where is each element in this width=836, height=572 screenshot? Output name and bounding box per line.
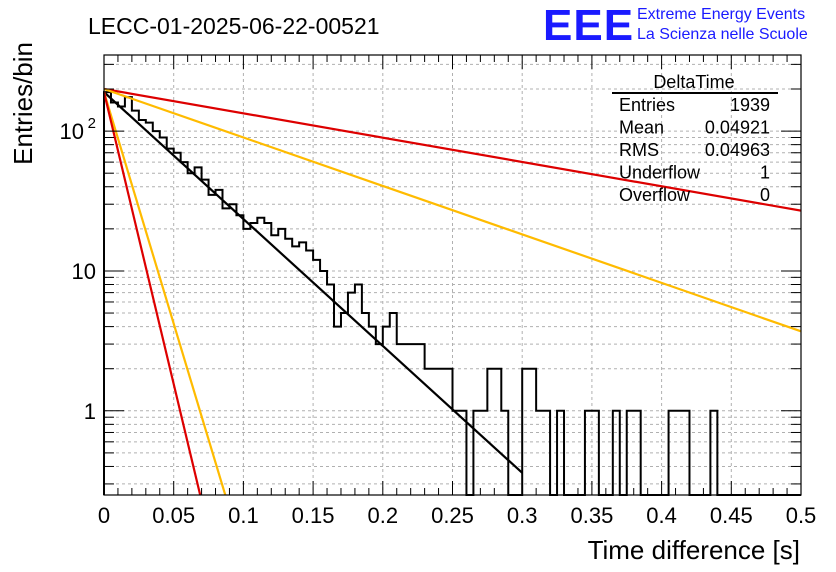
logo-line2: La Scienza nelle Scuole xyxy=(637,26,808,43)
histogram xyxy=(103,91,801,496)
y-axis-label: Entries/bin xyxy=(8,42,38,165)
x-tick-label: 0.35 xyxy=(570,503,613,528)
stats-value: 0.04963 xyxy=(705,140,770,160)
stats-value: 0.04921 xyxy=(705,118,770,138)
x-tick-label: 0.5 xyxy=(786,503,817,528)
y-tick-label: 1 xyxy=(84,399,96,424)
eee-logo: EEE Extreme Energy Events La Scienza nel… xyxy=(543,1,808,50)
stats-value: 1939 xyxy=(730,95,770,115)
stats-label: RMS xyxy=(619,140,659,160)
x-tick-label: 0 xyxy=(98,503,110,528)
y-tick-label-exponent: 2 xyxy=(88,115,96,132)
x-tick-label: 0.05 xyxy=(152,503,195,528)
stats-value: 1 xyxy=(760,163,770,183)
x-axis-label: Time difference [s] xyxy=(588,535,800,565)
stats-value: 0 xyxy=(760,185,770,205)
stats-label: Overflow xyxy=(619,185,691,205)
grid xyxy=(104,55,801,495)
fit-line xyxy=(104,87,801,212)
x-tick-label: 0.2 xyxy=(368,503,399,528)
axes: 0 0.05 0.1 0.15 0.2 0.25 0.3 0.35 0.4 0.45 0.51101… xyxy=(60,54,817,528)
fit-line xyxy=(104,91,523,474)
fit-lines xyxy=(104,87,801,495)
stats-label: Underflow xyxy=(619,163,701,183)
y-tick-label: 10 xyxy=(60,119,84,144)
logo-mark: EEE xyxy=(543,1,634,50)
chart-title: LECC-01-2025-06-22-00521 xyxy=(88,13,380,39)
fit-line xyxy=(104,91,202,495)
y-tick-label: 10 xyxy=(72,259,96,284)
x-tick-label: 0.15 xyxy=(292,503,335,528)
x-tick-label: 0.25 xyxy=(431,503,474,528)
x-tick-label: 0.1 xyxy=(228,503,259,528)
stats-box: DeltaTime Entries 1939 Mean 0.04921 RMS 0.049… xyxy=(612,72,778,205)
fit-line xyxy=(104,91,227,495)
x-tick-label: 0.3 xyxy=(507,503,538,528)
fit-line xyxy=(104,87,801,333)
x-tick-label: 0.45 xyxy=(710,503,753,528)
x-tick-label: 0.4 xyxy=(646,503,677,528)
stats-name: DeltaTime xyxy=(653,72,734,92)
logo-line1: Extreme Energy Events xyxy=(637,6,805,23)
stats-label: Mean xyxy=(619,118,664,138)
histogram-outline xyxy=(103,91,801,496)
stats-label: Entries xyxy=(619,95,675,115)
plot-frame xyxy=(103,54,802,496)
